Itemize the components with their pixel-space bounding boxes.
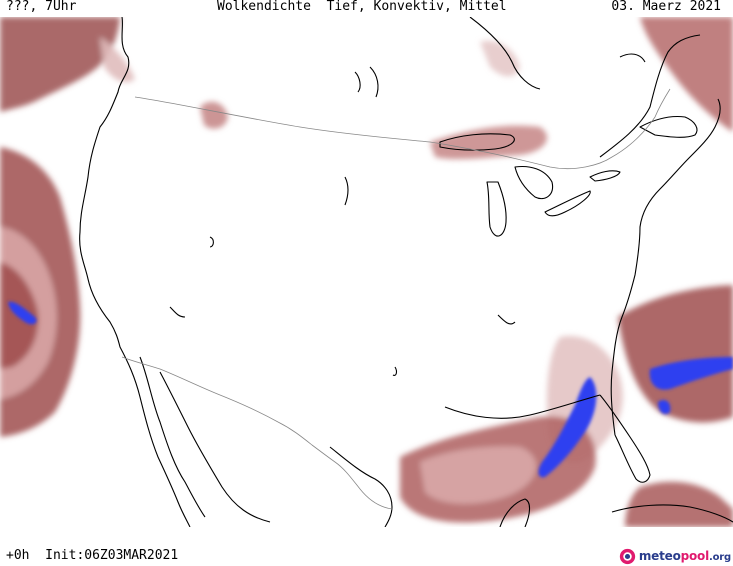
convective-layer (8, 301, 733, 478)
border-layer (121, 88, 671, 510)
meteopool-logo[interactable]: meteopool.org (619, 546, 731, 566)
meteopool-logo-icon (619, 548, 636, 564)
hudson-bay-shore (469, 17, 541, 90)
cuba (611, 504, 733, 523)
nova-scotia (639, 115, 698, 138)
st-lawrence (599, 34, 701, 158)
yucatan (499, 498, 531, 527)
mexico-west-coast (159, 371, 271, 523)
cloud-region-southeast (618, 285, 733, 423)
baja-peninsula (139, 356, 206, 518)
lake-ontario (589, 170, 621, 182)
meteopool-logo-text: meteopool.org (638, 549, 731, 563)
weather-map (0, 17, 733, 527)
convective-cell-pacific (8, 301, 37, 325)
cloud-region-northwest (0, 17, 120, 112)
forecast-date: 03. Maerz 2021 (611, 0, 721, 14)
cloud-density-layer (0, 17, 733, 527)
east-coast (610, 98, 721, 436)
florida (599, 394, 651, 483)
lake-huron (514, 165, 554, 200)
cloud-region-great-lakes (430, 125, 548, 160)
cloud-region-northwest-light (100, 37, 135, 83)
gulf-coast (329, 446, 393, 527)
coastline-layer (79, 17, 733, 527)
lake-erie (544, 190, 591, 217)
west-coast (79, 17, 191, 527)
map-title: Wolkendichte Tief, Konvektiv, Mittel (217, 0, 507, 14)
init-time-label: +0h Init:06Z03MAR2021 (6, 548, 179, 563)
lake-superior (439, 133, 515, 151)
us-canada-border (134, 88, 671, 170)
gulf-coast-east (444, 394, 601, 419)
convective-band-gulf (538, 377, 597, 478)
us-mexico-border (121, 356, 393, 510)
cloud-region-northeast (640, 17, 733, 132)
lake-michigan (486, 181, 507, 237)
forecast-time-label: ???, 7Uhr (6, 0, 77, 14)
